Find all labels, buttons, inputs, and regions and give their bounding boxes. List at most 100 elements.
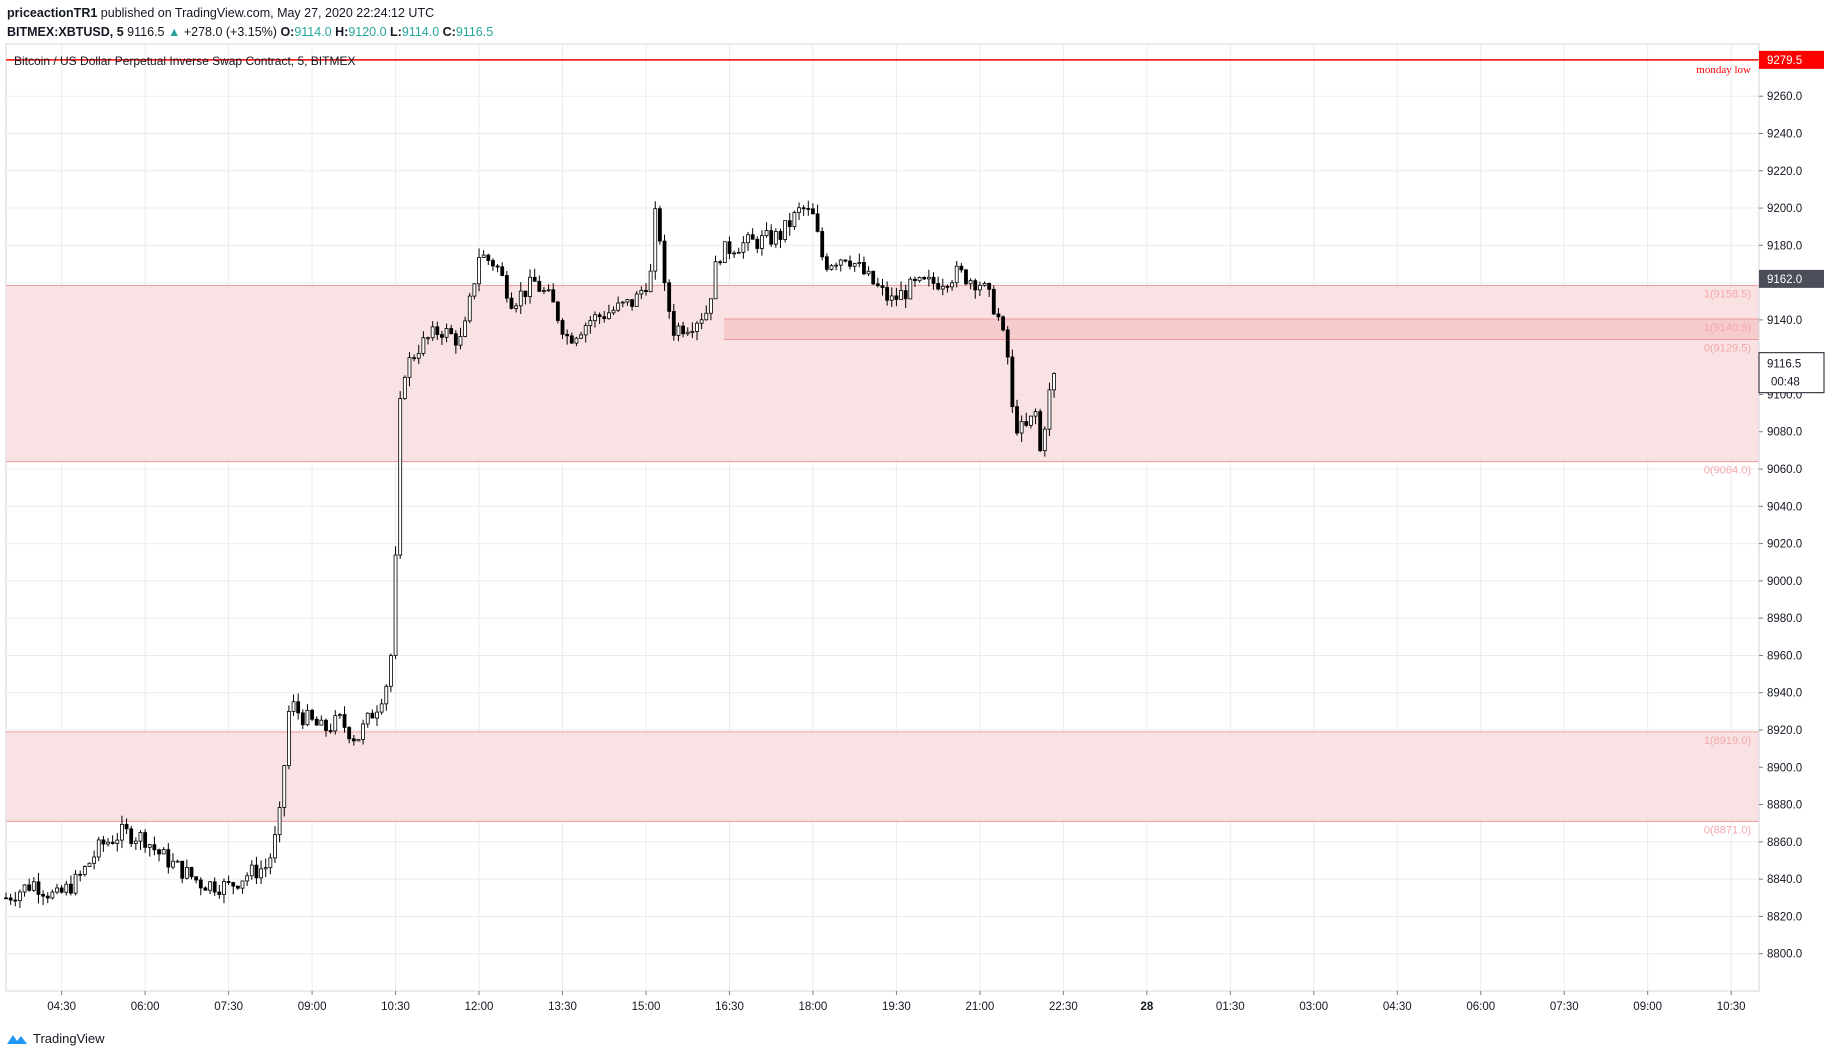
candle-body bbox=[189, 866, 194, 878]
time-tick-label: 03:00 bbox=[1299, 1001, 1328, 1013]
candle-body bbox=[620, 301, 625, 304]
close-value: 9116.5 bbox=[455, 25, 494, 39]
candle-body bbox=[64, 883, 69, 893]
candle-body bbox=[254, 864, 259, 879]
candle-body bbox=[880, 285, 885, 288]
time-tick-label: 21:00 bbox=[965, 1001, 994, 1013]
candle-body bbox=[811, 208, 815, 215]
candle-body bbox=[760, 235, 764, 249]
candle-body bbox=[147, 844, 152, 848]
high-label: H: bbox=[335, 25, 349, 39]
price-tick-label: 9240.0 bbox=[1767, 128, 1802, 140]
candle-body bbox=[300, 712, 305, 726]
candle-body bbox=[305, 709, 310, 726]
time-tick-label: 15:00 bbox=[632, 1001, 661, 1013]
time-tick-label: 18:00 bbox=[799, 1001, 828, 1013]
candle-body bbox=[569, 335, 574, 344]
price-tick-label: 9220.0 bbox=[1767, 166, 1802, 178]
candle-body bbox=[235, 885, 240, 889]
candle-body bbox=[644, 290, 648, 293]
time-tick-label: 04:30 bbox=[1383, 1001, 1412, 1013]
candle-body bbox=[718, 261, 723, 264]
candle-body bbox=[732, 252, 736, 255]
candle-body bbox=[59, 887, 64, 893]
candle-body bbox=[709, 298, 713, 314]
candle-body bbox=[787, 220, 792, 228]
candle-body bbox=[416, 353, 421, 359]
candle-body bbox=[314, 718, 319, 726]
symbol: BITMEX:XBTUSD, 5 bbox=[7, 25, 124, 39]
candle-body bbox=[820, 231, 825, 258]
candle-body bbox=[537, 280, 542, 292]
candle-body bbox=[430, 326, 435, 339]
price-tick-label: 9040.0 bbox=[1767, 501, 1802, 513]
candle-body bbox=[704, 312, 709, 321]
candle-body bbox=[699, 319, 704, 324]
candle-body bbox=[959, 265, 964, 271]
candle-body bbox=[792, 212, 797, 228]
candle-body bbox=[509, 297, 514, 309]
candle-body bbox=[685, 331, 690, 335]
bar-countdown: 00:48 bbox=[1771, 377, 1800, 389]
price-tick-label: 9020.0 bbox=[1767, 539, 1802, 551]
candle-body bbox=[55, 887, 59, 893]
candle-body bbox=[871, 270, 876, 285]
candle-body bbox=[143, 832, 148, 848]
time-tick-label: 06:00 bbox=[131, 1001, 160, 1013]
candle-body bbox=[481, 254, 486, 258]
zone-top-label: 1(9158.5) bbox=[1704, 288, 1751, 300]
candle-body bbox=[296, 701, 301, 714]
time-tick-label: 12:00 bbox=[465, 1001, 494, 1013]
candle-body bbox=[426, 337, 430, 340]
author-name[interactable]: priceactionTR1 bbox=[7, 6, 98, 20]
price-tick-label: 8960.0 bbox=[1767, 650, 1802, 662]
zone-rect bbox=[6, 285, 1759, 462]
candle-body bbox=[838, 259, 843, 266]
candle-body bbox=[940, 285, 945, 290]
candle-body bbox=[504, 275, 509, 299]
candle-body bbox=[639, 290, 644, 295]
candle-body bbox=[843, 259, 848, 262]
candle-body bbox=[806, 208, 811, 210]
candle-body bbox=[101, 839, 106, 845]
candle-body bbox=[495, 265, 500, 268]
candle-body bbox=[862, 262, 866, 275]
candle-body bbox=[797, 207, 801, 213]
candle-body bbox=[222, 881, 226, 895]
last-price: 9116.5 bbox=[127, 25, 165, 39]
candle-body bbox=[518, 290, 523, 307]
candle-body bbox=[968, 280, 973, 285]
candle-body bbox=[857, 262, 862, 264]
tradingview-logo-icon[interactable] bbox=[6, 1032, 28, 1046]
candle-body bbox=[528, 276, 532, 297]
candle-body bbox=[273, 834, 277, 859]
price-tick-label: 9080.0 bbox=[1767, 427, 1802, 439]
candle-body bbox=[908, 278, 913, 300]
candle-body bbox=[398, 398, 403, 556]
candle-body bbox=[328, 730, 333, 732]
price-tick-label: 9060.0 bbox=[1767, 464, 1802, 476]
zone-top-label: 1(8919.0) bbox=[1704, 735, 1751, 747]
candle-body bbox=[648, 270, 653, 293]
candle-body bbox=[115, 839, 120, 844]
publish-info: published on TradingView.com, May 27, 20… bbox=[100, 6, 435, 20]
candle-body bbox=[36, 881, 41, 895]
price-tick-label: 8840.0 bbox=[1767, 874, 1802, 886]
candle-body bbox=[616, 302, 621, 311]
candle-body bbox=[713, 261, 718, 300]
open-label: O: bbox=[280, 25, 295, 39]
candle-body bbox=[662, 240, 667, 284]
candle-body bbox=[208, 881, 212, 891]
candle-body bbox=[681, 325, 685, 335]
candle-body bbox=[588, 320, 593, 326]
candle-body bbox=[551, 289, 556, 303]
candle-body bbox=[22, 884, 27, 893]
candle-body bbox=[175, 860, 180, 863]
candle-body bbox=[1038, 411, 1043, 452]
candle-body bbox=[87, 862, 92, 867]
high-value: 9120.0 bbox=[348, 25, 387, 39]
candle-body bbox=[435, 326, 440, 336]
candle-body bbox=[606, 312, 611, 320]
candle-body bbox=[453, 333, 458, 346]
